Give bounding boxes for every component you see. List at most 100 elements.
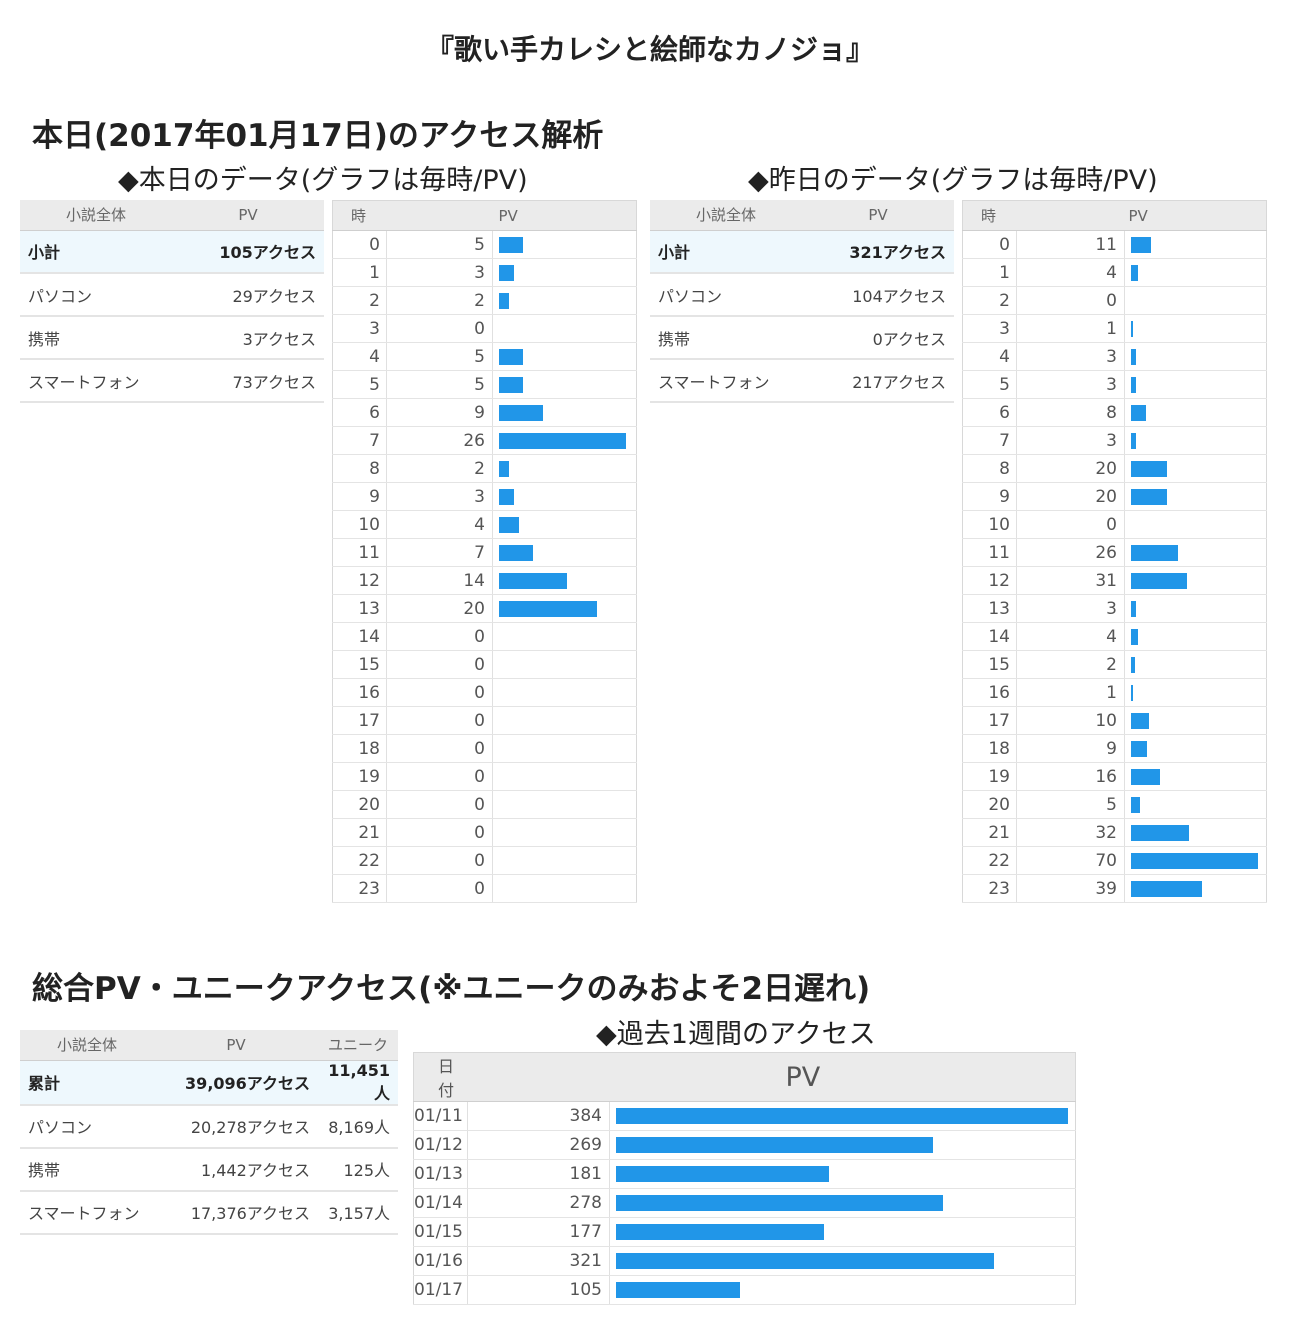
bar-cell (1124, 594, 1267, 623)
table-row: 10 4 (332, 510, 637, 539)
row-unique: 3,157人 (318, 1190, 398, 1235)
table-row: 16 0 (332, 678, 637, 707)
pv-bar (1131, 460, 1167, 477)
pv-cell: 0 (386, 678, 493, 707)
hour-cell: 3 (332, 314, 387, 343)
pv-cell: 14 (386, 566, 493, 595)
column-header: 小説全体 (650, 200, 802, 231)
hour-cell: 21 (962, 818, 1017, 847)
hour-cell: 15 (332, 650, 387, 679)
hour-cell: 12 (962, 566, 1017, 595)
hour-cell: 13 (332, 594, 387, 623)
table-row: 19 0 (332, 762, 637, 791)
pv-cell: 0 (386, 622, 493, 651)
bar-cell (492, 426, 637, 455)
bar-cell (492, 314, 637, 343)
table-row: 11 26 (962, 538, 1267, 567)
pv-cell: 70 (1016, 846, 1125, 875)
table-row: 携帯 1,442アクセス 125人 (20, 1147, 398, 1192)
pv-bar (499, 404, 543, 421)
hour-cell: 19 (962, 762, 1017, 791)
bar-cell (1124, 790, 1267, 819)
pv-bar (1131, 852, 1258, 869)
bar-cell (492, 650, 637, 679)
pv-bar (499, 516, 519, 533)
pv-cell: 11 (1016, 230, 1125, 259)
pv-cell: 0 (386, 734, 493, 763)
bar-cell (609, 1275, 1076, 1305)
hour-cell: 2 (332, 286, 387, 315)
hour-cell: 20 (332, 790, 387, 819)
pv-cell: 39 (1016, 874, 1125, 903)
pv-cell: 5 (386, 370, 493, 399)
pv-cell: 0 (386, 706, 493, 735)
hour-cell: 9 (332, 482, 387, 511)
bar-cell (1124, 846, 1267, 875)
bar-cell (609, 1159, 1076, 1189)
pv-cell: 0 (1016, 510, 1125, 539)
pv-cell: 2 (386, 286, 493, 315)
pv-cell: 5 (386, 342, 493, 371)
pv-cell: 9 (386, 398, 493, 427)
row-label: 小計 (650, 230, 802, 274)
bar-cell (1124, 706, 1267, 735)
pv-bar (499, 488, 514, 505)
pv-cell: 31 (1016, 566, 1125, 595)
row-label: パソコン (20, 1104, 154, 1149)
pv-bar (1131, 796, 1140, 813)
hour-cell: 4 (332, 342, 387, 371)
pv-cell: 0 (386, 762, 493, 791)
bar-cell (492, 818, 637, 847)
pv-cell: 0 (386, 846, 493, 875)
pv-cell: 0 (386, 818, 493, 847)
bar-cell (609, 1188, 1076, 1218)
pv-cell: 20 (1016, 454, 1125, 483)
pv-bar (1131, 880, 1202, 897)
table-row: 18 9 (962, 734, 1267, 763)
column-header: PV (154, 1030, 318, 1061)
pv-cell: 0 (386, 314, 493, 343)
today-section-title: 本日(2017年01月17日)のアクセス解析 (32, 118, 604, 154)
pv-cell: 0 (1016, 286, 1125, 315)
bar-cell (1124, 538, 1267, 567)
pv-bar (1131, 488, 1167, 505)
hour-cell: 16 (332, 678, 387, 707)
pv-cell: 2 (1016, 650, 1125, 679)
table-row: 小計 105アクセス (20, 230, 324, 274)
hour-cell: 19 (332, 762, 387, 791)
pv-bar (1131, 376, 1136, 393)
pv-bar (1131, 824, 1189, 841)
pv-bar (1131, 236, 1151, 253)
row-pv: 20,278アクセス (154, 1104, 318, 1149)
hour-cell: 10 (332, 510, 387, 539)
hour-cell: 17 (332, 706, 387, 735)
table-row: 01/17 105 (413, 1275, 1076, 1305)
table-row: パソコン 104アクセス (650, 273, 954, 317)
table-row: 12 31 (962, 566, 1267, 595)
bar-cell (1124, 762, 1267, 791)
hour-cell: 8 (962, 454, 1017, 483)
total-table: 小説全体 PV ユニーク 累計 39,096アクセス 11,451人 パソコン … (20, 1030, 398, 1235)
hour-cell: 21 (332, 818, 387, 847)
bar-cell (1124, 398, 1267, 427)
pv-cell: 1 (1016, 314, 1125, 343)
pv-bar (499, 544, 533, 561)
pv-cell: 3 (386, 482, 493, 511)
bar-cell (492, 482, 637, 511)
bar-cell (492, 734, 637, 763)
date-cell: 01/16 (413, 1246, 468, 1276)
hour-cell: 9 (962, 482, 1017, 511)
bar-cell (492, 846, 637, 875)
hour-cell: 18 (962, 734, 1017, 763)
bar-cell (492, 230, 637, 259)
pv-bar (616, 1195, 943, 1211)
pv-cell: 3 (1016, 342, 1125, 371)
table-row: 0 11 (962, 230, 1267, 259)
column-header: PV (172, 200, 324, 231)
table-row: 10 0 (962, 510, 1267, 539)
row-label: 小計 (20, 230, 172, 274)
